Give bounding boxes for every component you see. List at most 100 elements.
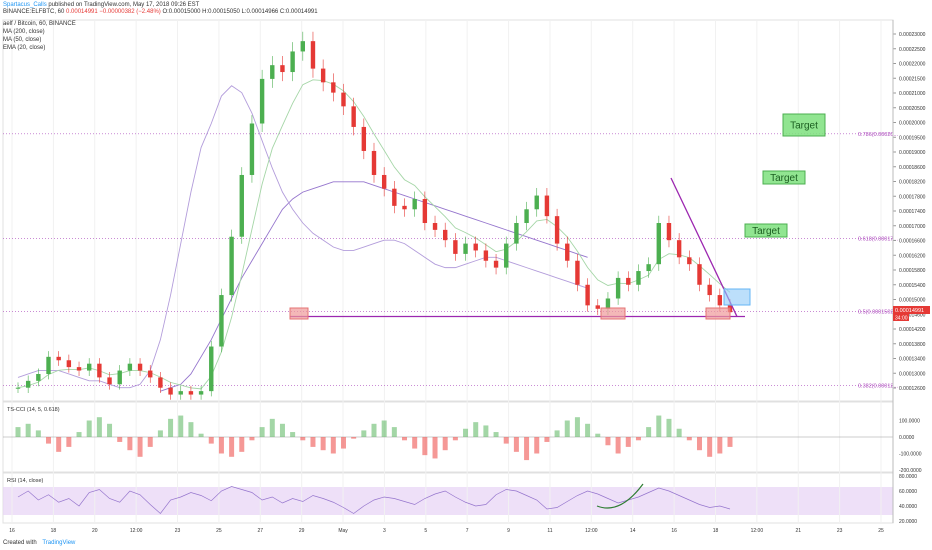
candle-body: [198, 391, 204, 395]
tsi-bar: [432, 437, 438, 459]
candle-body: [320, 68, 326, 83]
candle-body: [239, 174, 244, 237]
tsi-bar: [188, 422, 194, 437]
time-tick-label: 11: [547, 528, 552, 534]
tsi-bar: [595, 433, 601, 437]
tsi-bar: [86, 420, 92, 437]
ohlc-values: O:0.00015000 H:0.00015050 L:0.00014966 C…: [162, 9, 318, 15]
target-box: [782, 113, 826, 137]
candle-body: [371, 150, 377, 175]
candle-body: [585, 284, 590, 306]
price-tick-label: 0.00015400: [899, 283, 926, 289]
candle-body: [310, 41, 316, 69]
time-tick-label: 5: [424, 528, 427, 534]
tsi-bar: [127, 437, 133, 451]
legend-2: MA (200, close): [3, 29, 45, 35]
tsi-bar: [279, 423, 285, 437]
tsi-bar: [46, 437, 52, 444]
rsi-title: RSI (14, close): [7, 478, 44, 484]
tsi-tick-label: 0.0000: [899, 435, 915, 441]
tsi-bar: [208, 437, 214, 444]
candle-body: [595, 305, 600, 309]
price-tick-label: 0.00022000: [899, 62, 926, 68]
support-zone-box: [289, 307, 309, 320]
candle-body: [25, 380, 31, 388]
tsi-bar: [635, 437, 641, 441]
candle-body: [127, 363, 133, 371]
tsi-bar: [442, 437, 448, 451]
tsi-bar: [483, 425, 489, 437]
tsi-bar: [656, 415, 662, 437]
candle-body: [290, 51, 295, 73]
tsi-bar: [402, 437, 408, 441]
rsi-tick-label: 80.0000: [899, 474, 917, 480]
candle-body: [534, 195, 539, 210]
candle-body: [270, 65, 275, 79]
tsi-bar: [615, 437, 621, 454]
tradingview-logo[interactable]: TradingView: [42, 540, 76, 546]
legend-1: aelf / Bitcoin, 60, BINANCE: [3, 21, 76, 27]
target-label: Target: [790, 121, 818, 132]
tsi-bar: [625, 437, 631, 447]
legend-4: EMA (20, close): [3, 45, 46, 51]
tsi-bar: [239, 437, 245, 452]
tsi-tick-label: -100.0000: [899, 452, 922, 458]
tsi-bar: [676, 428, 682, 437]
price-tick-label: 0.00022500: [899, 47, 926, 53]
target-label: Target: [752, 226, 780, 237]
legend-3: MA (50, close): [3, 37, 42, 43]
countdown-tag: [893, 314, 909, 321]
tsi-bar: [452, 437, 458, 441]
price-tick-label: 0.00018200: [899, 180, 926, 186]
price-tick-label: 0.00020000: [899, 121, 926, 127]
candle-body: [615, 277, 621, 299]
candle-body: [56, 356, 61, 361]
tsi-bar: [463, 428, 469, 437]
price-tick-label: 0.00018600: [899, 165, 926, 171]
candle-body: [87, 363, 92, 371]
target-box: [744, 223, 788, 238]
tsi-bar: [686, 437, 692, 441]
candle-body: [504, 243, 509, 268]
price-tick-label: 0.00020500: [899, 106, 926, 112]
support-zone-box: [705, 307, 731, 320]
candle-body: [36, 373, 41, 381]
time-tick-label: 9: [507, 528, 510, 534]
candle-body: [575, 260, 580, 285]
price-tick-label: 0.00013800: [899, 342, 926, 348]
ema20-line: [17, 79, 731, 390]
price-change: −0.00000382 (−2.48%): [99, 9, 161, 15]
target-box: [762, 170, 806, 185]
candle-body: [259, 78, 265, 124]
candle-body: [422, 198, 428, 224]
tsi-bar: [371, 423, 377, 437]
rsi-trend-arrow: [596, 483, 644, 509]
tsi-bar: [66, 437, 72, 447]
time-tick-label: 18: [713, 528, 719, 534]
candle-body: [341, 92, 346, 107]
tsi-bar: [96, 417, 102, 437]
time-tick-label: 23: [837, 528, 843, 534]
tsi-bar: [168, 418, 174, 437]
candle-body: [209, 346, 214, 392]
tsi-bar: [503, 437, 509, 444]
price-tick-label: 0.00021000: [899, 91, 926, 97]
time-tick-label: 25: [216, 528, 222, 534]
candle-body: [300, 41, 305, 52]
candle-body: [158, 377, 163, 388]
author-link[interactable]: Spartacus_Calls: [3, 2, 47, 8]
tsi-bar: [473, 422, 479, 437]
tsi-bar: [229, 437, 235, 457]
tsi-bar: [412, 437, 418, 449]
tsi-bar: [76, 432, 82, 437]
time-tick-label: 21: [795, 528, 801, 534]
candle-body: [402, 205, 407, 210]
tsi-bar: [646, 427, 652, 437]
tsi-bar: [117, 437, 123, 442]
candle-body: [443, 229, 448, 241]
tsi-bar: [554, 430, 560, 437]
time-tick-label: 16: [671, 528, 677, 534]
time-tick-label: 23: [175, 528, 181, 534]
support-zone-box: [600, 307, 626, 320]
